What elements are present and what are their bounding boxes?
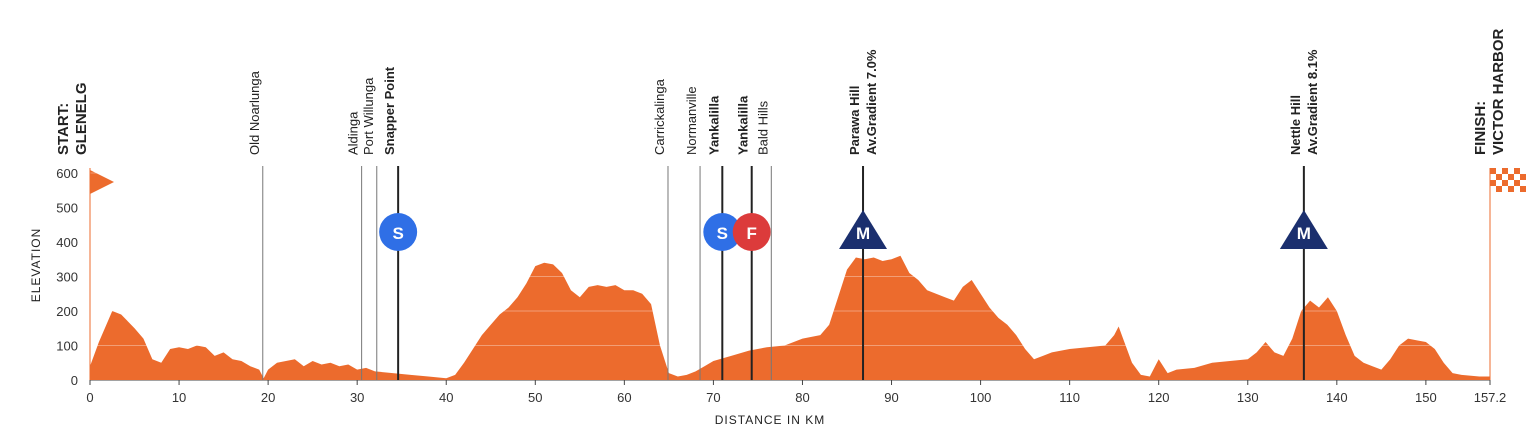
- finish-flag: [1490, 168, 1526, 192]
- x-tick-label: 50: [528, 390, 542, 405]
- icon-label: F: [747, 224, 757, 243]
- x-tick-label: 110: [1059, 390, 1080, 405]
- x-tick-label: 20: [261, 390, 275, 405]
- x-tick-label: 130: [1237, 390, 1259, 405]
- place-label: GLENELG: [73, 82, 90, 155]
- y-axis-label: ELEVATION: [29, 228, 43, 303]
- place-label: Av.Gradient 8.1%: [1305, 49, 1320, 155]
- place-label: Aldinga: [346, 111, 361, 155]
- kom-icon: [1279, 210, 1328, 249]
- place-label: Old Noarlunga: [247, 70, 262, 155]
- sprint-icon: [732, 213, 771, 251]
- x-tick-label: 10: [172, 390, 186, 405]
- x-tick-label: 80: [795, 390, 809, 405]
- place-label: Yankalilla: [706, 95, 721, 155]
- x-tick-label: 157.2: [1474, 390, 1507, 405]
- y-tick-label: 300: [56, 270, 78, 285]
- sprint-icon: [379, 213, 418, 251]
- icon-label: S: [717, 224, 728, 243]
- x-tick-label: 40: [439, 390, 453, 405]
- x-tick-label: 120: [1148, 390, 1170, 405]
- x-tick-label: 90: [884, 390, 898, 405]
- icon-label: M: [1297, 224, 1311, 243]
- x-tick-label: 60: [617, 390, 631, 405]
- place-label: Snapper Point: [382, 66, 397, 155]
- x-tick-label: 150: [1415, 390, 1437, 405]
- x-tick-label: 100: [970, 390, 992, 405]
- sprint-icon: [703, 213, 742, 251]
- elevation-area: [90, 255, 1490, 380]
- place-label: Av.Gradient 7.0%: [864, 49, 879, 155]
- x-tick-label: 70: [706, 390, 720, 405]
- place-label: START:: [55, 103, 72, 155]
- place-label: VICTOR HARBOR: [1490, 28, 1507, 155]
- kom-icon: [839, 210, 888, 249]
- x-tick-label: 30: [350, 390, 364, 405]
- place-label: Nettle Hill: [1288, 95, 1303, 155]
- x-tick-label: 140: [1326, 390, 1348, 405]
- icon-label: M: [856, 224, 870, 243]
- icon-label: S: [392, 224, 403, 243]
- place-label: Yankalilla: [736, 95, 751, 155]
- place-label: FINISH:: [1472, 101, 1489, 155]
- x-tick-label: 0: [86, 390, 93, 405]
- place-label: Parawa Hill: [847, 86, 862, 155]
- y-tick-label: 400: [56, 235, 78, 250]
- x-axis-label: DISTANCE IN KM: [715, 413, 825, 427]
- y-tick-label: 100: [56, 339, 78, 354]
- start-flag: [90, 170, 114, 194]
- y-tick-label: 500: [56, 201, 78, 216]
- y-tick-label: 0: [71, 373, 78, 388]
- y-tick-label: 600: [56, 166, 78, 181]
- place-label: Carrickalinga: [652, 78, 667, 155]
- place-label: Port Willunga: [361, 77, 376, 155]
- y-tick-label: 200: [56, 304, 78, 319]
- place-label: Normanville: [684, 86, 699, 155]
- place-label: Bald Hills: [755, 100, 770, 155]
